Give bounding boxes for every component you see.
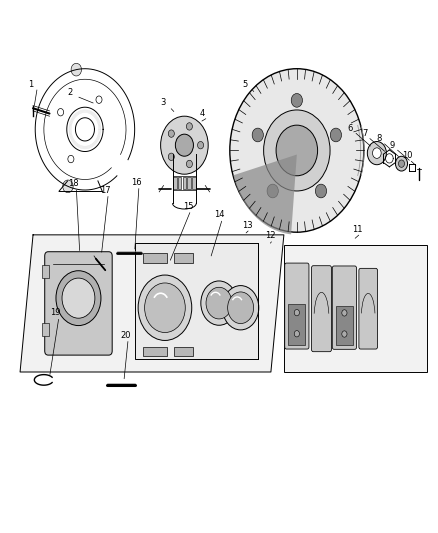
Circle shape — [198, 141, 204, 149]
Circle shape — [138, 275, 192, 341]
Text: 8: 8 — [377, 134, 382, 143]
Bar — [173, 176, 177, 189]
Circle shape — [342, 331, 347, 337]
Text: 4: 4 — [200, 109, 205, 118]
Text: 7: 7 — [362, 129, 367, 138]
Bar — [288, 304, 305, 345]
Circle shape — [276, 125, 318, 176]
Circle shape — [206, 287, 232, 319]
Text: 6: 6 — [348, 124, 353, 133]
Bar — [192, 176, 196, 189]
Circle shape — [161, 116, 208, 174]
Text: 18: 18 — [68, 179, 78, 188]
Circle shape — [291, 93, 303, 107]
Circle shape — [367, 141, 386, 165]
Circle shape — [315, 184, 327, 198]
Circle shape — [145, 283, 185, 333]
Bar — [336, 305, 353, 345]
Circle shape — [56, 271, 101, 326]
Text: 20: 20 — [120, 330, 131, 340]
Bar — [178, 176, 181, 189]
FancyBboxPatch shape — [285, 263, 309, 349]
Circle shape — [294, 330, 300, 337]
Bar — [143, 253, 167, 263]
Text: 2: 2 — [67, 88, 72, 97]
Circle shape — [294, 310, 300, 316]
Bar — [42, 265, 49, 278]
Circle shape — [63, 180, 73, 193]
Text: 16: 16 — [131, 177, 141, 187]
Circle shape — [252, 128, 263, 142]
Bar — [173, 253, 193, 263]
Circle shape — [264, 110, 330, 191]
Bar — [183, 176, 186, 189]
Text: 11: 11 — [352, 225, 363, 234]
Circle shape — [71, 63, 81, 76]
Bar — [134, 243, 258, 359]
Circle shape — [201, 281, 237, 325]
Circle shape — [168, 153, 174, 160]
Text: 5: 5 — [242, 80, 247, 89]
Text: 3: 3 — [160, 99, 166, 108]
Text: 19: 19 — [50, 309, 61, 318]
Circle shape — [230, 69, 364, 232]
Text: 13: 13 — [242, 221, 252, 230]
Text: 14: 14 — [214, 211, 224, 219]
Bar — [143, 346, 167, 356]
Text: 12: 12 — [265, 231, 275, 240]
Wedge shape — [233, 155, 297, 235]
Circle shape — [175, 134, 194, 156]
Circle shape — [62, 278, 95, 318]
Circle shape — [168, 130, 174, 138]
Bar — [284, 245, 427, 372]
Circle shape — [228, 292, 254, 324]
Circle shape — [330, 128, 342, 142]
Circle shape — [342, 310, 347, 316]
Circle shape — [267, 184, 278, 198]
Circle shape — [396, 156, 407, 171]
FancyBboxPatch shape — [359, 268, 378, 349]
Circle shape — [57, 109, 64, 116]
Circle shape — [96, 96, 102, 103]
Text: 15: 15 — [183, 202, 193, 211]
Bar — [173, 346, 193, 356]
Circle shape — [372, 148, 381, 158]
Circle shape — [223, 286, 259, 330]
FancyBboxPatch shape — [332, 266, 357, 349]
Text: 10: 10 — [402, 151, 412, 160]
Polygon shape — [20, 235, 284, 372]
Text: 9: 9 — [390, 141, 395, 150]
Circle shape — [187, 123, 192, 130]
Text: 17: 17 — [100, 185, 110, 195]
FancyBboxPatch shape — [311, 266, 332, 352]
FancyBboxPatch shape — [45, 252, 112, 355]
Circle shape — [68, 155, 74, 163]
Text: 1: 1 — [28, 80, 34, 89]
Bar — [187, 176, 191, 189]
Circle shape — [399, 160, 405, 167]
Bar — [42, 324, 49, 336]
Circle shape — [187, 160, 192, 168]
